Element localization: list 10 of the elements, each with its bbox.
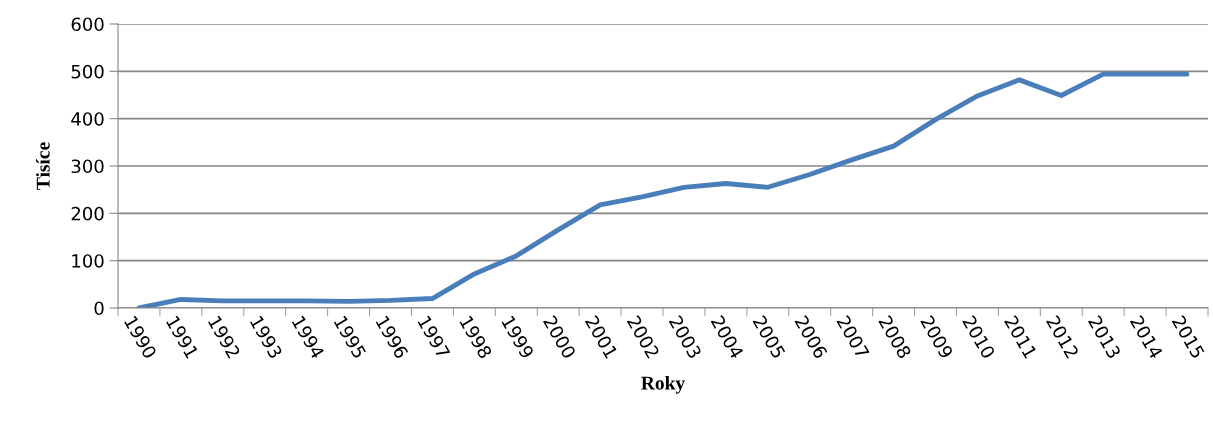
line-series <box>136 71 1190 308</box>
y-tick-label: 300 <box>71 159 104 174</box>
y-tick-label: 100 <box>72 254 104 268</box>
y-tick-label: 200 <box>71 206 104 221</box>
x-axis-title: Roky <box>641 375 685 394</box>
y-tick-label: 0 <box>94 301 104 316</box>
y-axis-title: Tisíce <box>36 142 50 190</box>
y-tick-label: 600 <box>71 17 104 32</box>
y-tick-label: 500 <box>71 64 104 79</box>
y-tick-label: 400 <box>71 112 104 126</box>
